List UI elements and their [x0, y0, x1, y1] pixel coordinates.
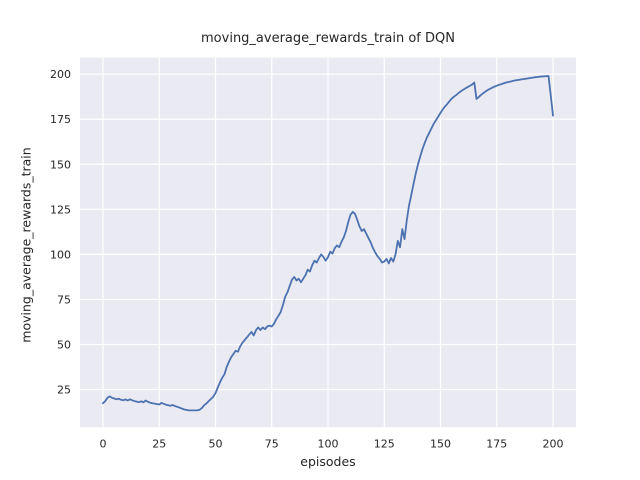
- y-axis-label: moving_average_rewards_train: [18, 147, 34, 343]
- x-axis-label: episodes: [300, 454, 356, 469]
- y-tick-label: 25: [57, 384, 71, 397]
- y-tick-label: 200: [50, 68, 71, 81]
- x-tick-label: 0: [99, 438, 106, 451]
- y-tick-label: 125: [50, 203, 71, 216]
- chart-line: [102, 75, 554, 412]
- y-tick-label: 75: [57, 293, 71, 306]
- y-tick-label: 150: [50, 158, 71, 171]
- x-tick-label: 150: [430, 438, 451, 451]
- x-tick-label: 75: [265, 438, 279, 451]
- y-tick-label: 50: [57, 338, 71, 351]
- y-tick-label: 175: [50, 113, 71, 126]
- x-tick-labels: 0 25 50 75 100 125 150 175 200: [99, 438, 563, 451]
- x-tick-label: 200: [543, 438, 564, 451]
- x-tick-label: 50: [208, 438, 222, 451]
- chart-title: moving_average_rewards_train of DQN: [201, 31, 455, 46]
- y-tick-labels: 25 50 75 100 125 150 175 200: [50, 68, 71, 396]
- y-tick-label: 100: [50, 248, 71, 261]
- x-tick-label: 125: [374, 438, 395, 451]
- gridlines: [80, 57, 576, 428]
- x-tick-label: 100: [318, 438, 339, 451]
- x-tick-label: 175: [486, 438, 507, 451]
- x-tick-label: 25: [152, 438, 166, 451]
